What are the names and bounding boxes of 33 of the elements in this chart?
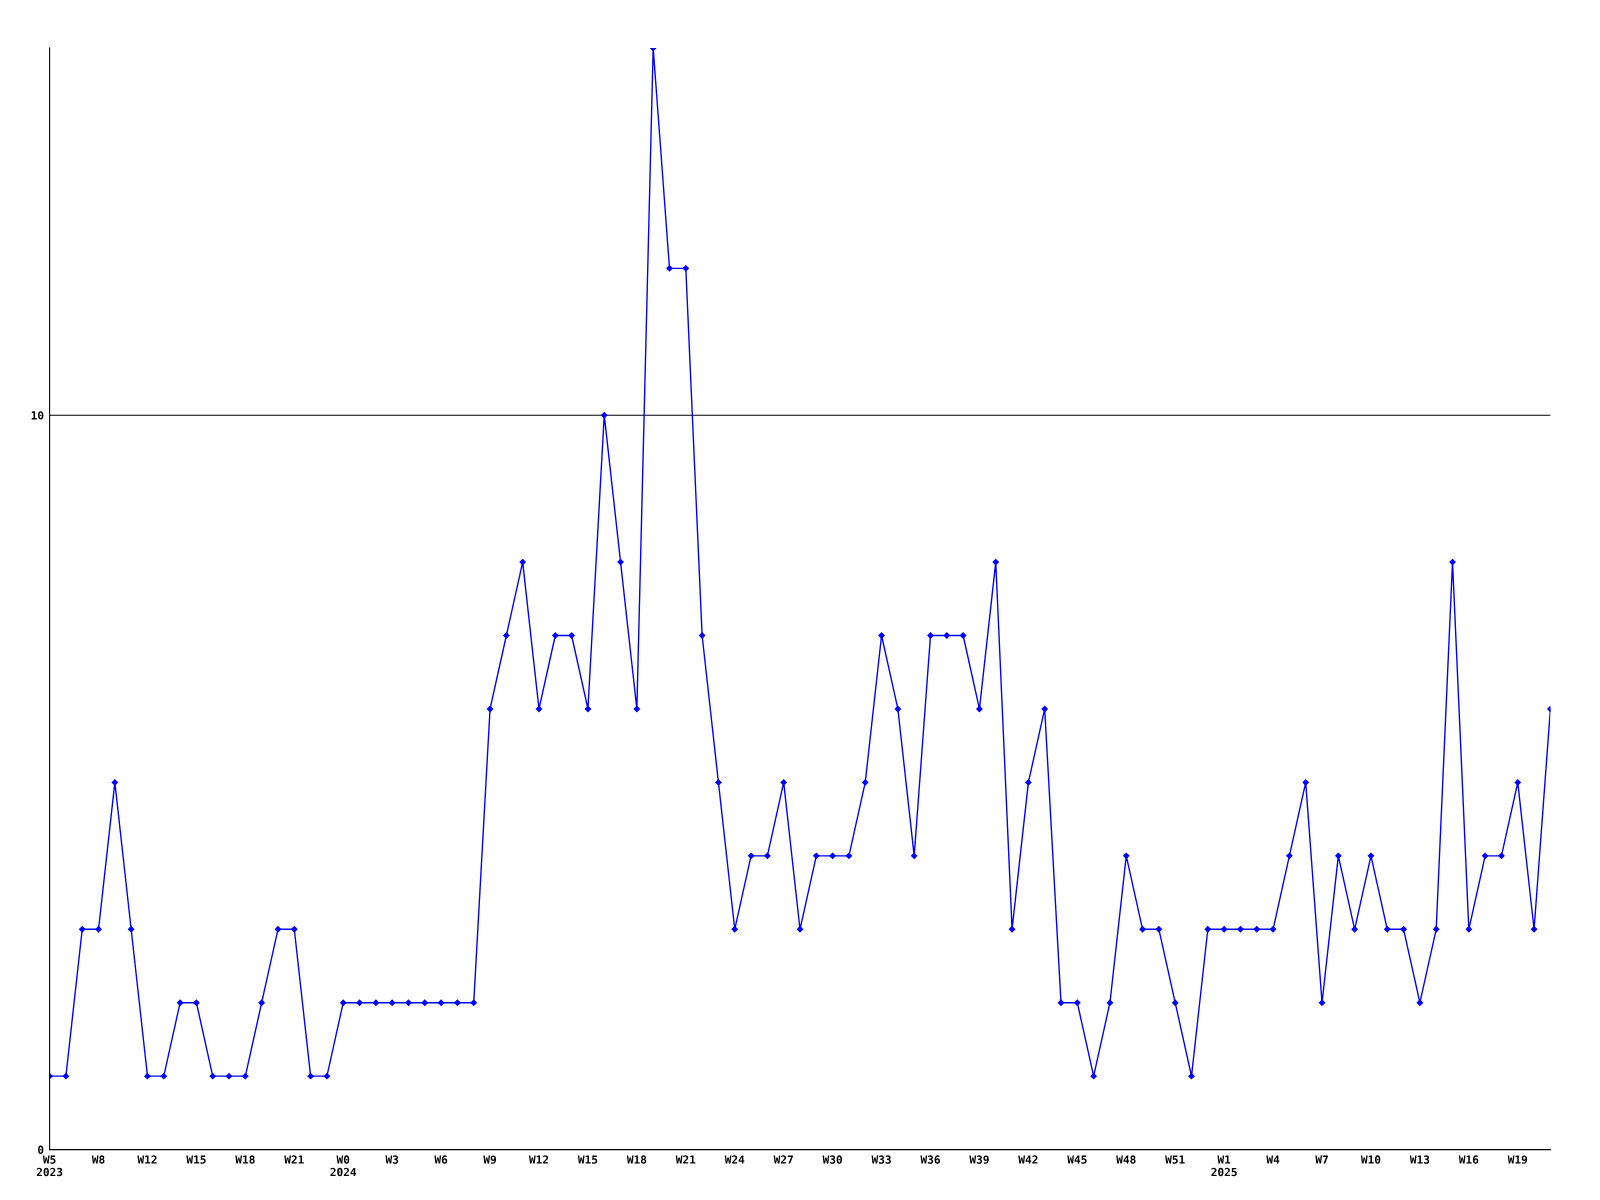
x-tick-label: W39: [969, 1155, 989, 1164]
x-tick-label: W9: [483, 1155, 497, 1164]
x-tick-label: W42: [1018, 1155, 1038, 1164]
x-tick-label: W19: [1507, 1155, 1528, 1164]
x-tick-label: W15: [186, 1155, 206, 1164]
x-tick-label: W3: [385, 1155, 399, 1164]
x-tick-label: W27: [773, 1155, 793, 1164]
x-tick-label: W5 2023: [36, 1155, 63, 1177]
x-tick-label: W10: [1360, 1155, 1381, 1164]
x-tick-label: W7: [1315, 1155, 1328, 1164]
x-tick-label: W51: [1165, 1155, 1185, 1164]
x-tick-label: W36: [920, 1155, 940, 1164]
x-tick-label: W18: [626, 1155, 647, 1164]
x-tick-label: W13: [1409, 1155, 1430, 1164]
x-tick-label: W12: [528, 1155, 549, 1164]
x-tick-label: W24: [724, 1155, 745, 1164]
x-tick-label: W21: [284, 1155, 304, 1164]
y-tick-label: 0: [38, 1145, 44, 1154]
x-tick-label: W6: [434, 1155, 448, 1164]
y-tick-label: 10: [31, 411, 44, 420]
x-tick-label: W48: [1116, 1155, 1136, 1164]
x-tick-label: W0 2024: [330, 1155, 357, 1177]
x-tick-label: W45: [1067, 1155, 1087, 1164]
x-tick-label: W33: [871, 1155, 891, 1164]
x-tick-label: W16: [1458, 1155, 1479, 1164]
x-tick-label: W8: [91, 1155, 105, 1164]
x-tick-label: W21: [675, 1155, 696, 1164]
x-tick-label: W30: [822, 1155, 842, 1164]
x-tick-label: W18: [235, 1155, 255, 1164]
x-tick-label: W1 2025: [1211, 1155, 1237, 1177]
x-tick-label: W4: [1266, 1155, 1280, 1164]
x-tick-label: W12: [137, 1155, 157, 1164]
x-tick-label: W15: [577, 1155, 598, 1164]
